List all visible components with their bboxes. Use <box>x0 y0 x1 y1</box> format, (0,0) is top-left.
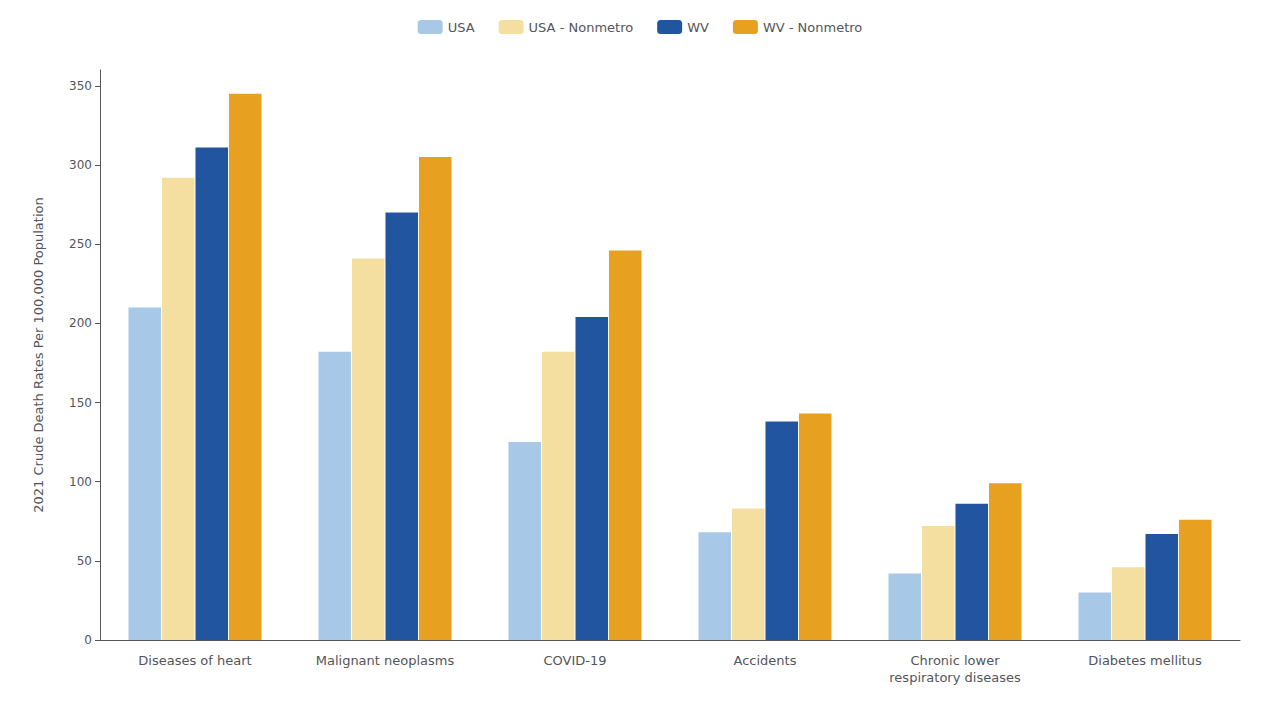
svg-text:Diabetes mellitus: Diabetes mellitus <box>1088 653 1202 668</box>
svg-text:300: 300 <box>69 158 92 172</box>
svg-text:Accidents: Accidents <box>734 653 797 668</box>
svg-text:150: 150 <box>69 396 92 410</box>
svg-text:Chronic lower: Chronic lower <box>910 653 1000 668</box>
svg-text:USA: USA <box>448 20 475 35</box>
svg-text:USA - Nonmetro: USA - Nonmetro <box>529 20 634 35</box>
svg-text:50: 50 <box>77 554 92 568</box>
svg-text:350: 350 <box>69 79 92 93</box>
svg-text:COVID-19: COVID-19 <box>543 653 606 668</box>
svg-text:2021 Crude Death Rates Per 100: 2021 Crude Death Rates Per 100,000 Popul… <box>31 197 46 512</box>
svg-text:200: 200 <box>69 316 92 330</box>
svg-text:Malignant neoplasms: Malignant neoplasms <box>316 653 455 668</box>
svg-text:Diseases of heart: Diseases of heart <box>138 653 251 668</box>
svg-text:100: 100 <box>69 475 92 489</box>
svg-text:250: 250 <box>69 237 92 251</box>
svg-text:0: 0 <box>84 633 92 647</box>
svg-text:WV - Nonmetro: WV - Nonmetro <box>763 20 862 35</box>
svg-text:respiratory diseases: respiratory diseases <box>889 670 1021 685</box>
svg-text:WV: WV <box>687 20 709 35</box>
